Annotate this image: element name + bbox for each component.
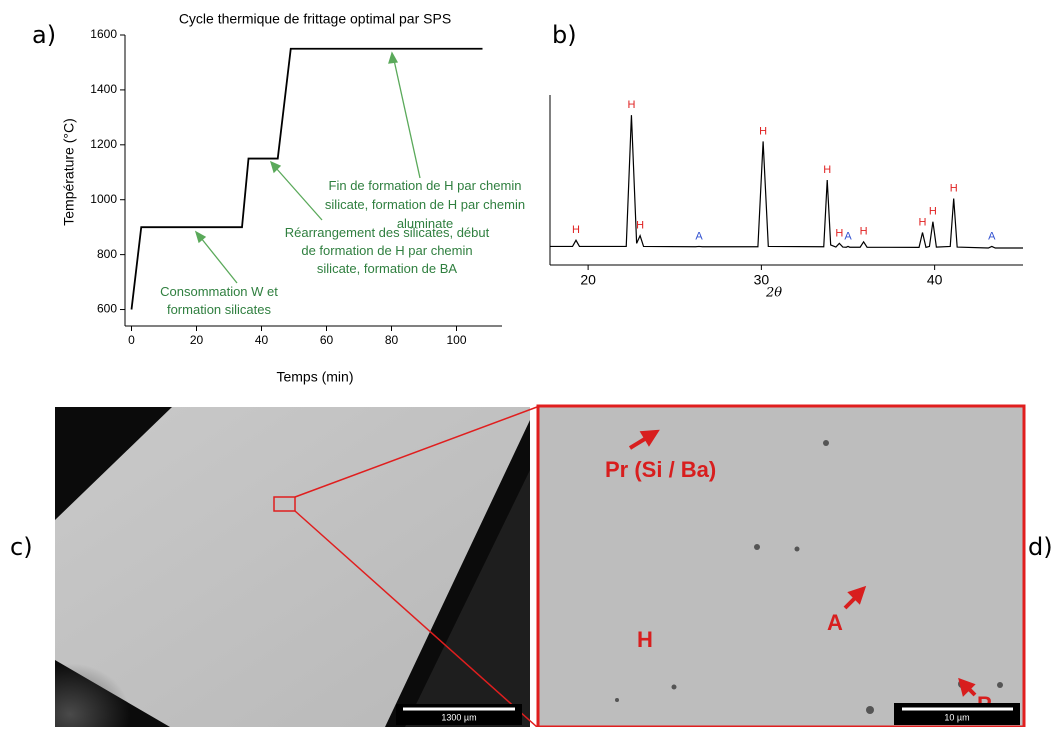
micrograph-d: Pr (Si / Ba) H A P 10 µm — [536, 404, 1026, 729]
chart-a: Cycle thermique de frittage optimal par … — [61, 11, 525, 385]
annotation: Réarrangement des silicates, début de for… — [285, 225, 490, 276]
panel-label: a) — [32, 21, 56, 49]
x-tick-label: 30 — [754, 272, 770, 288]
y-tick-label: 600 — [97, 302, 117, 316]
annotation: Fin de formation de H par chemin silicate… — [325, 178, 525, 231]
scale-bar-label: 10 µm — [944, 712, 969, 722]
peak-label: H — [636, 220, 644, 232]
peak-label: A — [988, 230, 996, 242]
x-tick-label: 20 — [580, 272, 596, 288]
peak-label: H — [929, 206, 937, 218]
y-tick-label: 800 — [97, 247, 117, 261]
peak-label: A — [695, 230, 703, 242]
x-tick-label: 40 — [255, 333, 269, 347]
y-tick-label: 1400 — [90, 82, 117, 96]
panel-label: c) — [10, 533, 33, 561]
peak-label: H — [950, 182, 958, 194]
x-tick-label: 100 — [446, 333, 466, 347]
chart-title: Cycle thermique de frittage optimal par … — [179, 11, 451, 27]
x-tick-label: 0 — [128, 333, 135, 347]
x-axis-label: 2θ — [765, 286, 782, 301]
peak-label: H — [835, 227, 843, 239]
y-axis-label: Température (°C) — [61, 118, 77, 226]
data-line — [130, 47, 483, 310]
peak-label: H — [860, 226, 868, 238]
annotation: Consommation W et formation silicates — [160, 284, 278, 317]
annotations: Fin de formation de H par chemin silicate… — [160, 178, 525, 317]
phase-label: H — [637, 627, 653, 652]
data-line — [550, 115, 1023, 249]
x-tick-label: 40 — [927, 272, 943, 288]
y-tick-label: 1200 — [90, 137, 117, 151]
annotation-arrows — [194, 51, 421, 284]
phase-label: A — [827, 610, 843, 635]
y-tick-label: 1600 — [90, 27, 117, 41]
x-tick-label: 20 — [190, 333, 204, 347]
peak-label: H — [627, 99, 635, 111]
peak-label: H — [572, 224, 580, 236]
x-axis-label: Temps (min) — [276, 369, 353, 385]
y-tick-label: 1000 — [90, 192, 117, 206]
scale-bar-label: 1300 µm — [441, 712, 476, 722]
panel-label: d) — [1028, 533, 1053, 561]
peak-label: H — [759, 125, 767, 137]
micrograph-c: 1300 µm — [55, 406, 538, 728]
peak-label: A — [844, 230, 852, 242]
x-tick-label: 80 — [385, 333, 399, 347]
panel-label: b) — [552, 21, 577, 49]
peak-label: H — [919, 216, 927, 228]
peak-label: H — [823, 164, 831, 176]
phase-label: Pr (Si / Ba) — [605, 457, 716, 482]
x-tick-label: 60 — [320, 333, 334, 347]
